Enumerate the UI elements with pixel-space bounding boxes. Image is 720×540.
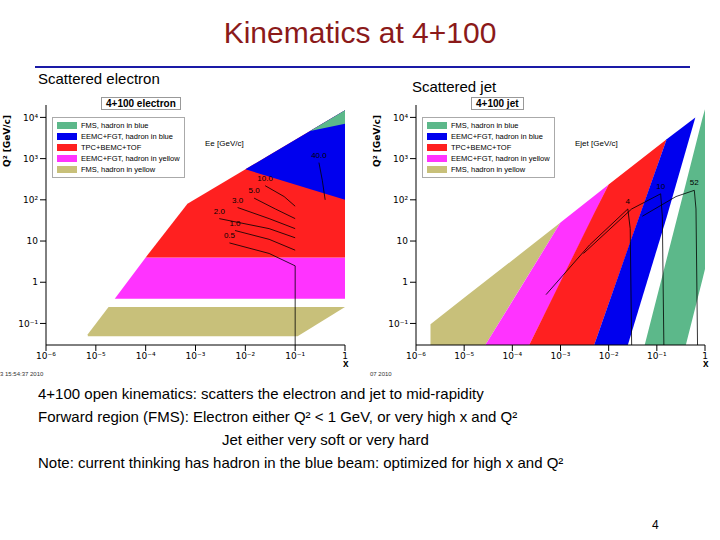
svg-text:10²: 10²	[23, 195, 38, 205]
svg-text:10⁻³: 10⁻³	[186, 351, 206, 361]
svg-text:5.0: 5.0	[249, 186, 261, 195]
svg-text:10⁻¹: 10⁻¹	[388, 319, 408, 329]
svg-text:10⁻⁶: 10⁻⁶	[36, 351, 56, 361]
svg-text:10⁻⁵: 10⁻⁵	[86, 351, 106, 361]
svg-text:1: 1	[32, 277, 38, 287]
svg-text:10⁴: 10⁴	[23, 113, 38, 123]
svg-text:3.0: 3.0	[232, 196, 244, 205]
svg-text:10⁻⁴: 10⁻⁴	[136, 351, 156, 361]
svg-text:10⁻³: 10⁻³	[551, 351, 571, 361]
svg-text:10: 10	[656, 182, 665, 191]
svg-text:10⁻¹: 10⁻¹	[647, 351, 667, 361]
svg-text:1.0: 1.0	[229, 219, 241, 228]
svg-text:10⁻¹: 10⁻¹	[285, 351, 305, 361]
svg-text:10⁻¹: 10⁻¹	[18, 319, 38, 329]
svg-text:10⁻²: 10⁻²	[599, 351, 619, 361]
svg-text:10⁴: 10⁴	[393, 113, 408, 123]
svg-text:52: 52	[690, 178, 699, 187]
svg-text:10.0: 10.0	[257, 174, 273, 183]
svg-text:10⁻⁴: 10⁻⁴	[502, 351, 522, 361]
svg-text:10: 10	[27, 236, 39, 246]
svg-text:0.5: 0.5	[224, 231, 236, 240]
svg-text:10³: 10³	[23, 154, 38, 164]
svg-text:4: 4	[626, 197, 631, 206]
svg-text:10²: 10²	[393, 195, 408, 205]
svg-text:1: 1	[402, 277, 408, 287]
svg-text:10: 10	[397, 236, 409, 246]
svg-text:10⁻⁶: 10⁻⁶	[406, 351, 426, 361]
svg-text:2.0: 2.0	[214, 207, 226, 216]
svg-text:10⁻²: 10⁻²	[235, 351, 255, 361]
svg-text:10³: 10³	[393, 154, 408, 164]
svg-text:10⁻⁵: 10⁻⁵	[454, 351, 474, 361]
svg-text:40.0: 40.0	[311, 151, 327, 160]
